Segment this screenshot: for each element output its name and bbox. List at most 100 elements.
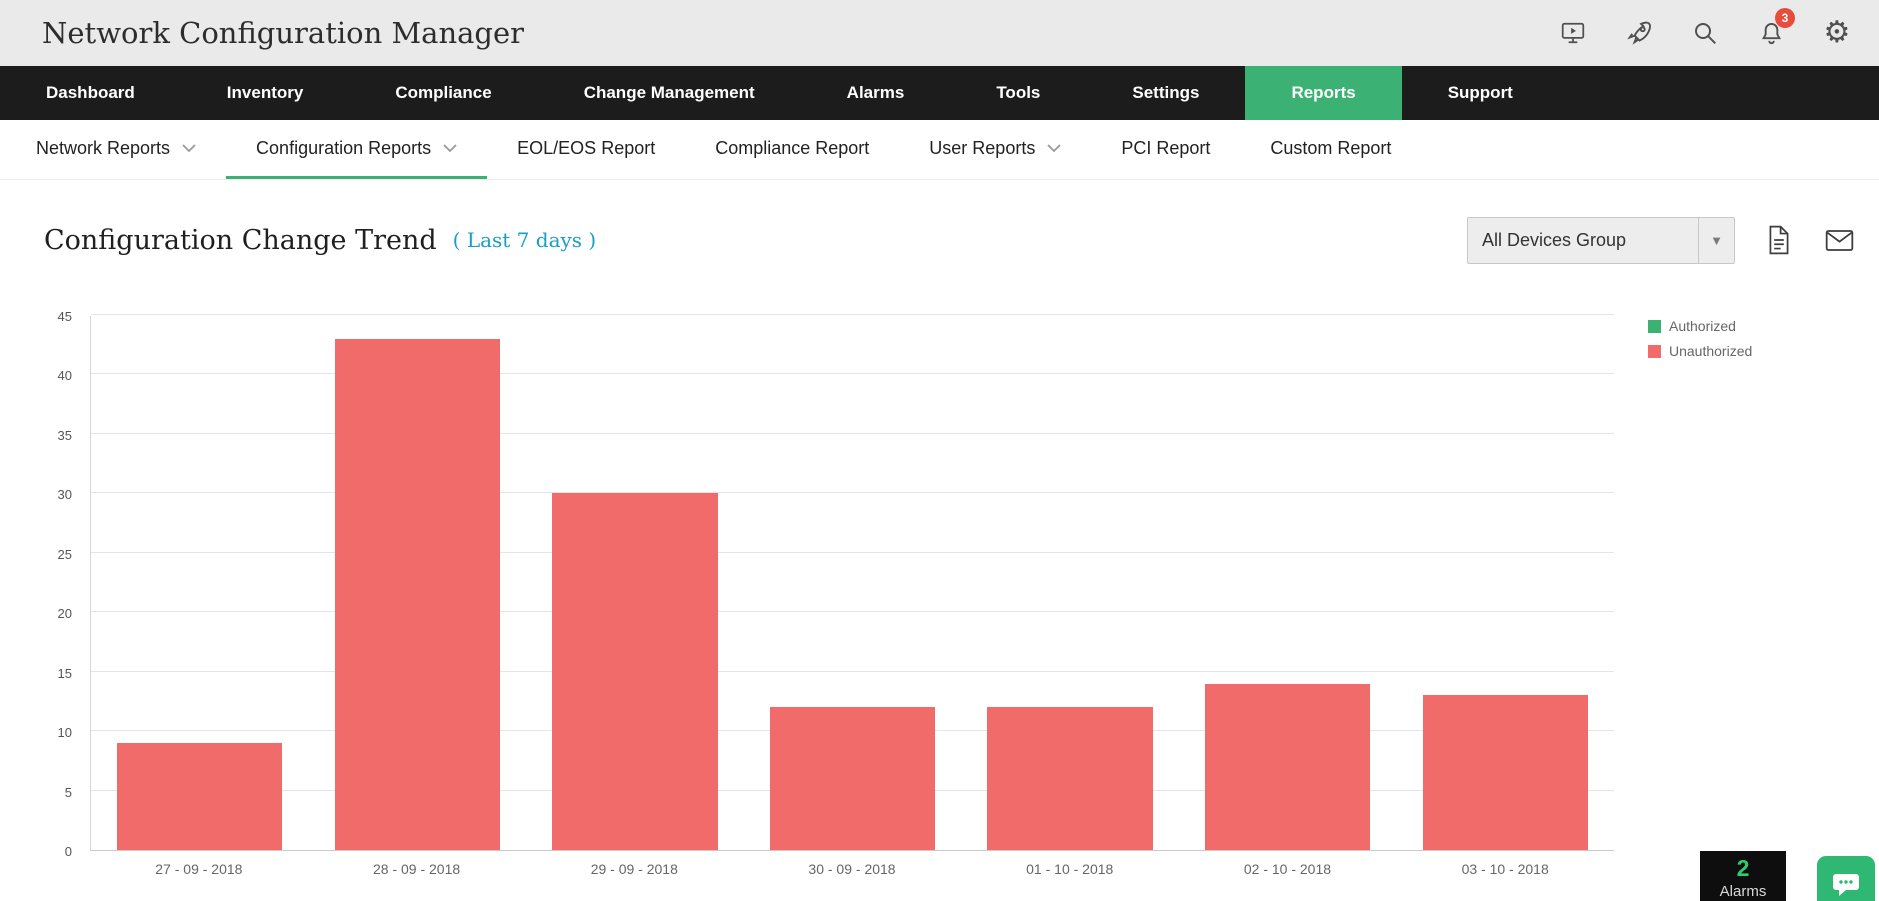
subnav-item-label: User Reports (929, 137, 1036, 158)
main-nav: Dashboard Inventory Compliance Change Manag… (0, 66, 1879, 120)
gear-icon[interactable]: ⚙ (1823, 15, 1851, 50)
chart: 0 5 10 15 20 25 30 35 40 45 27 - 09 - 2018 28 - 09… (0, 309, 1879, 901)
legend-item-authorized[interactable]: Authorized (1648, 318, 1752, 334)
gridline (91, 611, 1614, 613)
rocket-icon[interactable] (1623, 17, 1655, 49)
y-tick-label: 15 (57, 665, 72, 681)
chart-y-axis: 0 5 10 15 20 25 30 35 40 45 (0, 309, 78, 859)
nav-item-inventory[interactable]: Inventory (226, 83, 304, 102)
nav-item-alarms[interactable]: Alarms (846, 83, 905, 102)
chevron-down-icon (1047, 143, 1061, 153)
legend-swatch (1648, 319, 1661, 333)
device-group-value: All Devices Group (1482, 229, 1627, 250)
subnav-item-label: Configuration Reports (256, 137, 432, 158)
bar-unauthorized-30-09-2018 (769, 707, 936, 850)
subnav-item-label: PCI Report (1121, 137, 1211, 158)
legend-label: Authorized (1669, 318, 1736, 334)
subnav-item-eol-eos-report[interactable]: EOL/EOS Report (487, 120, 685, 179)
subnav-item-compliance-report[interactable]: Compliance Report (685, 120, 899, 179)
nav-item-reports[interactable]: Reports (1245, 66, 1402, 120)
legend-swatch (1648, 344, 1661, 358)
nav-item-dashboard[interactable]: Dashboard (46, 83, 135, 102)
bar-unauthorized-03-10-2018 (1422, 695, 1588, 850)
app-header: Network Configuration Manager (0, 0, 1879, 66)
device-group-dropdown[interactable]: All Devices Group ▼ (1467, 216, 1735, 264)
gridline (91, 314, 1614, 315)
report-period: ( Last 7 days ) (452, 228, 597, 252)
report-controls: All Devices Group ▼ (1467, 216, 1855, 264)
chevron-down-icon: ▼ (1698, 217, 1734, 263)
nav-item-change-management[interactable]: Change Management (583, 83, 755, 102)
header-icons: 3 ⚙ (1557, 8, 1853, 50)
nav-item-support[interactable]: Support (1447, 83, 1513, 102)
gridline (91, 551, 1614, 553)
y-tick-label: 40 (57, 368, 72, 384)
subnav-item-label: Network Reports (36, 137, 171, 158)
bar-unauthorized-29-09-2018 (552, 493, 718, 850)
bar-slot (1179, 316, 1397, 850)
y-tick-label: 25 (57, 546, 72, 562)
bar-slot (526, 316, 744, 850)
gridline (91, 432, 1614, 434)
x-tick-label: 30 - 09 - 2018 (808, 861, 896, 877)
app-title: Network Configuration Manager (42, 16, 525, 50)
chat-widget-button[interactable] (1817, 856, 1875, 901)
subnav-item-label: Compliance Report (715, 137, 870, 158)
notification-badge[interactable]: 3 (1775, 8, 1795, 28)
chart-bars (91, 316, 1614, 850)
x-tick-label: 03 - 10 - 2018 (1461, 861, 1549, 877)
alarms-badge[interactable]: 2 Alarms (1700, 851, 1786, 901)
chevron-down-icon (443, 143, 457, 153)
chart-x-axis: 27 - 09 - 2018 28 - 09 - 2018 29 - 09 - 20… (90, 861, 1614, 877)
bar-slot (309, 316, 527, 850)
x-tick-label: 29 - 09 - 2018 (590, 861, 678, 877)
page-title: Configuration Change Trend (44, 224, 437, 256)
bar-slot (961, 316, 1179, 850)
chat-icon (1833, 874, 1859, 896)
sub-nav: Network Reports Configuration Reports EOL/… (0, 120, 1879, 180)
subnav-item-pci-report[interactable]: PCI Report (1091, 120, 1240, 179)
bar-unauthorized-02-10-2018 (1205, 683, 1371, 850)
chevron-down-icon (182, 143, 196, 153)
subnav-item-label: EOL/EOS Report (517, 137, 656, 158)
chart-plot-area (90, 314, 1614, 851)
x-tick-label: 02 - 10 - 2018 (1243, 861, 1332, 877)
alarms-label: Alarms (1719, 883, 1767, 901)
gridline (91, 670, 1614, 672)
bar-unauthorized-01-10-2018 (987, 707, 1153, 850)
subnav-item-network-reports[interactable]: Network Reports (6, 120, 226, 179)
y-tick-label: 35 (57, 427, 72, 443)
subnav-item-label: Custom Report (1270, 137, 1392, 158)
gridline (91, 492, 1614, 494)
nav-item-settings[interactable]: Settings (1132, 83, 1200, 102)
chart-legend: Authorized Unauthorized (1648, 318, 1752, 359)
alarms-count: 2 (1736, 855, 1750, 881)
screen-share-icon[interactable] (1557, 17, 1589, 49)
nav-item-tools[interactable]: Tools (996, 83, 1041, 102)
x-tick-label: 27 - 09 - 2018 (155, 861, 243, 877)
bar-unauthorized-27-09-2018 (117, 743, 283, 850)
subnav-item-configuration-reports[interactable]: Configuration Reports (226, 120, 488, 179)
nav-item-compliance[interactable]: Compliance (395, 83, 492, 102)
legend-label: Unauthorized (1669, 343, 1753, 359)
gridline (91, 373, 1614, 375)
y-tick-label: 0 (64, 844, 72, 859)
bar-unauthorized-28-09-2018 (334, 338, 501, 850)
y-tick-label: 10 (57, 725, 72, 741)
bar-slot (91, 316, 309, 850)
report-header: Configuration Change Trend ( Last 7 days… (0, 212, 1879, 268)
subnav-item-custom-report[interactable]: Custom Report (1240, 120, 1421, 179)
y-tick-label: 20 (57, 606, 72, 622)
legend-item-unauthorized[interactable]: Unauthorized (1648, 343, 1752, 359)
search-icon[interactable] (1689, 17, 1721, 49)
bell-icon[interactable]: 3 (1755, 8, 1795, 49)
y-tick-label: 30 (57, 487, 72, 503)
x-tick-label: 01 - 10 - 2018 (1026, 861, 1114, 877)
y-tick-label: 5 (64, 784, 72, 800)
email-icon[interactable] (1823, 223, 1855, 257)
export-pdf-icon[interactable] (1763, 223, 1795, 257)
y-tick-label: 45 (57, 309, 72, 324)
bar-slot (744, 316, 962, 850)
bar-slot (1396, 316, 1614, 850)
subnav-item-user-reports[interactable]: User Reports (899, 120, 1091, 179)
